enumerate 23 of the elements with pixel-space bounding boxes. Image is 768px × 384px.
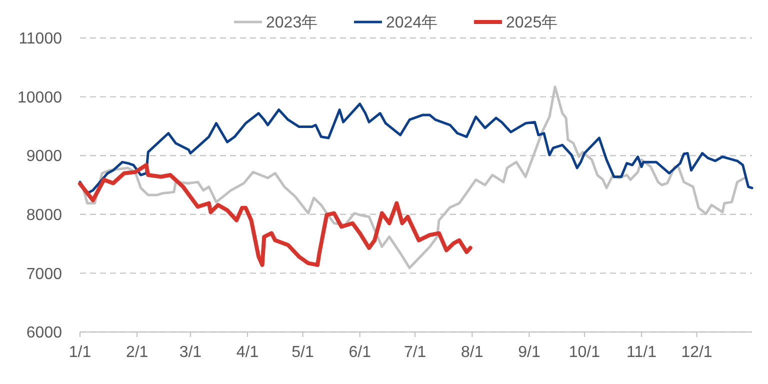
- x-tick-label: 9/1: [518, 344, 540, 361]
- y-tick-label: 9000: [26, 148, 62, 166]
- x-tick-label: 8/1: [461, 344, 484, 361]
- x-tick-label: 7/1: [404, 344, 426, 361]
- line-series: [78, 163, 472, 267]
- y-tick-label: 8000: [26, 207, 62, 224]
- legend-label: 2025年: [506, 14, 558, 32]
- legend-label: 2024年: [386, 14, 438, 32]
- y-tick-label: 11000: [18, 30, 62, 48]
- y-tick-label: 10000: [18, 89, 62, 106]
- x-tick-label: 4/1: [236, 344, 259, 361]
- x-tick-label: 1/1: [68, 344, 92, 361]
- x-tick-label: 11/1: [626, 344, 657, 361]
- x-tick-label: 2/1: [126, 344, 148, 361]
- x-tick-label: 10/1: [568, 344, 600, 361]
- legend-label: 2023年: [266, 14, 318, 32]
- y-tick-label: 7000: [26, 266, 62, 283]
- x-tick-label: 5/1: [292, 344, 314, 361]
- y-tick-label: 6000: [26, 324, 62, 342]
- x-tick-label: 3/1: [179, 344, 202, 361]
- x-tick-label: 6/1: [348, 344, 372, 361]
- x-tick-label: 12/1: [681, 344, 712, 361]
- line-series: [78, 102, 754, 194]
